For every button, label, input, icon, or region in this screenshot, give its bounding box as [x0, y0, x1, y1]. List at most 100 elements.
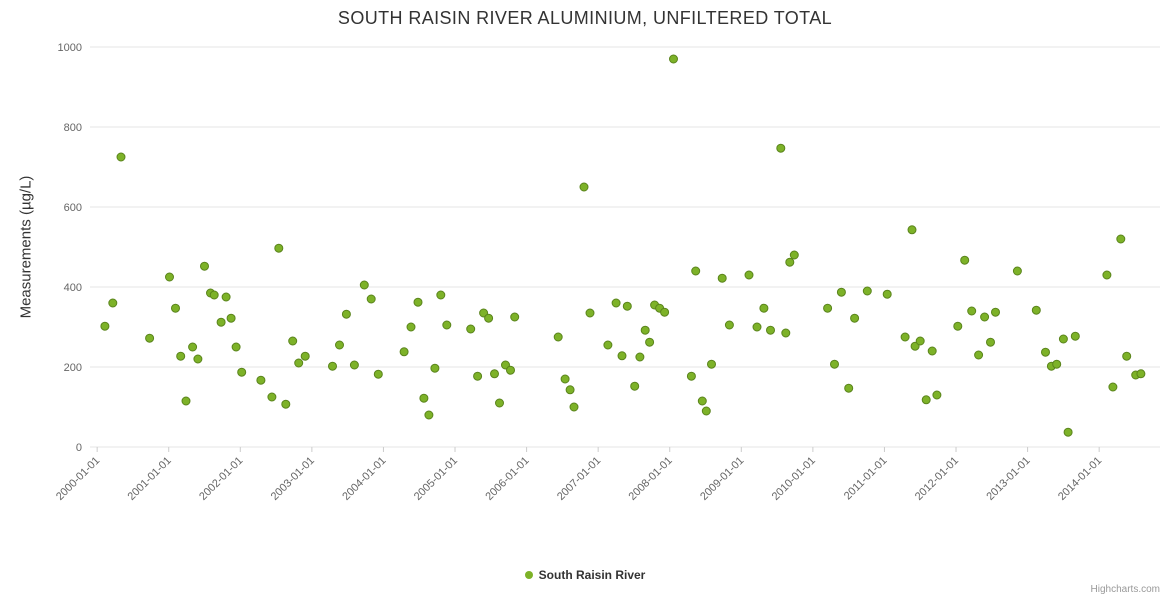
data-point[interactable]: [399, 347, 409, 357]
data-point[interactable]: [430, 363, 440, 373]
data-point[interactable]: [701, 406, 711, 416]
data-point[interactable]: [171, 303, 180, 313]
data-point[interactable]: [406, 322, 416, 332]
data-point[interactable]: [165, 272, 174, 282]
data-point[interactable]: [844, 383, 854, 393]
data-point[interactable]: [116, 152, 126, 162]
data-point[interactable]: [221, 292, 231, 302]
data-point[interactable]: [237, 367, 247, 377]
data-point[interactable]: [759, 303, 769, 313]
data-point[interactable]: [366, 294, 376, 304]
data-point[interactable]: [766, 325, 775, 335]
data-point[interactable]: [932, 390, 942, 400]
data-point[interactable]: [1012, 266, 1022, 276]
data-point[interactable]: [424, 410, 434, 420]
data-point[interactable]: [862, 286, 872, 296]
data-point[interactable]: [294, 358, 304, 368]
data-point[interactable]: [231, 342, 241, 352]
data-point[interactable]: [1052, 359, 1062, 369]
data-point[interactable]: [1108, 382, 1118, 392]
data-point[interactable]: [579, 182, 589, 192]
data-point[interactable]: [967, 306, 977, 316]
data-point[interactable]: [490, 369, 499, 379]
data-point[interactable]: [974, 350, 984, 360]
data-point[interactable]: [413, 297, 423, 307]
data-point[interactable]: [193, 354, 203, 364]
data-point[interactable]: [506, 365, 515, 375]
data-point[interactable]: [300, 351, 310, 361]
data-point[interactable]: [752, 322, 762, 332]
data-point[interactable]: [691, 266, 701, 276]
data-point[interactable]: [181, 396, 191, 406]
data-point[interactable]: [100, 321, 110, 331]
data-point[interactable]: [836, 287, 846, 297]
data-point[interactable]: [785, 257, 795, 267]
data-point[interactable]: [645, 337, 655, 347]
data-point[interactable]: [907, 225, 917, 235]
data-point[interactable]: [442, 320, 452, 330]
data-point[interactable]: [986, 337, 995, 347]
data-point[interactable]: [744, 270, 754, 280]
data-point[interactable]: [850, 313, 860, 323]
highcharts-credits-link[interactable]: Highcharts.com: [1090, 584, 1160, 595]
data-point[interactable]: [921, 395, 931, 405]
data-point[interactable]: [953, 321, 963, 331]
data-point[interactable]: [436, 290, 446, 300]
data-point[interactable]: [1058, 334, 1068, 344]
data-point[interactable]: [484, 313, 494, 323]
data-point[interactable]: [1122, 351, 1132, 361]
data-point[interactable]: [569, 402, 579, 412]
data-point[interactable]: [419, 393, 429, 403]
data-point[interactable]: [927, 346, 937, 356]
legend-item-south-raisin-river[interactable]: South Raisin River: [524, 568, 645, 582]
data-point[interactable]: [335, 340, 344, 350]
data-point[interactable]: [622, 301, 632, 311]
data-point[interactable]: [145, 333, 155, 343]
data-point[interactable]: [781, 328, 791, 338]
data-point[interactable]: [617, 351, 627, 361]
data-point[interactable]: [980, 312, 990, 322]
data-point[interactable]: [466, 324, 476, 334]
data-point[interactable]: [686, 371, 696, 381]
data-point[interactable]: [176, 351, 186, 361]
data-point[interactable]: [560, 374, 570, 384]
data-point[interactable]: [1070, 331, 1080, 341]
data-point[interactable]: [349, 360, 359, 370]
data-point[interactable]: [882, 289, 892, 299]
data-point[interactable]: [226, 313, 236, 323]
data-point[interactable]: [1041, 347, 1050, 357]
data-point[interactable]: [669, 54, 678, 64]
data-point[interactable]: [281, 399, 291, 409]
data-point[interactable]: [1063, 427, 1073, 437]
data-point[interactable]: [328, 361, 337, 371]
data-point[interactable]: [108, 298, 118, 308]
data-point[interactable]: [495, 398, 504, 408]
data-point[interactable]: [1136, 369, 1146, 379]
data-point[interactable]: [510, 312, 520, 322]
data-point[interactable]: [1116, 234, 1126, 244]
data-point[interactable]: [660, 307, 670, 317]
data-point[interactable]: [789, 250, 799, 260]
data-point[interactable]: [697, 396, 707, 406]
data-point[interactable]: [611, 298, 621, 308]
data-point[interactable]: [707, 359, 716, 369]
data-point[interactable]: [473, 371, 483, 381]
data-point[interactable]: [216, 317, 226, 327]
data-point[interactable]: [960, 255, 970, 265]
data-point[interactable]: [200, 261, 209, 271]
data-point[interactable]: [288, 336, 298, 346]
data-point[interactable]: [991, 307, 1000, 317]
data-point[interactable]: [565, 385, 575, 395]
data-point[interactable]: [915, 336, 925, 346]
data-point[interactable]: [603, 340, 613, 350]
data-point[interactable]: [630, 381, 640, 391]
data-point[interactable]: [717, 273, 727, 283]
data-point[interactable]: [585, 308, 595, 318]
data-point[interactable]: [900, 332, 910, 342]
data-point[interactable]: [823, 303, 833, 313]
data-point[interactable]: [188, 342, 198, 352]
data-point[interactable]: [553, 332, 563, 342]
data-point[interactable]: [830, 359, 839, 369]
data-point[interactable]: [209, 290, 219, 300]
data-point[interactable]: [267, 392, 277, 402]
